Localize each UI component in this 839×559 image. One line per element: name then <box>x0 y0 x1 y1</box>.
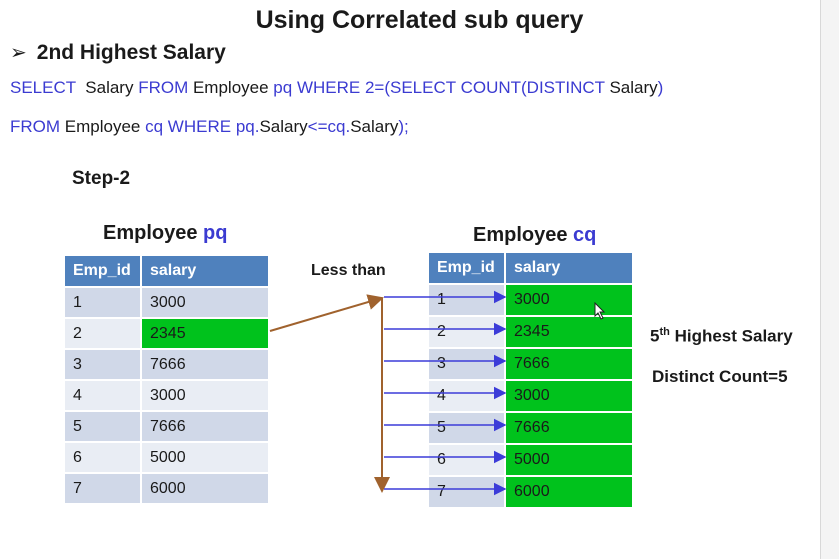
salary-cell: 2345 <box>506 315 632 347</box>
salary-cell: 6000 <box>506 475 632 507</box>
sql-line-2-token: ); <box>398 117 409 136</box>
sql-line-1-token: Salary <box>75 78 139 97</box>
cq_table-header-emp-id: Emp_id <box>429 253 506 283</box>
sql-line-2-token: WHERE <box>167 117 232 136</box>
salary-cell: 5000 <box>506 443 632 475</box>
table-row: 6 5000 <box>65 441 268 472</box>
table-row: 7 6000 <box>429 475 632 507</box>
salary-cell: 7666 <box>142 348 268 379</box>
sql-line-1-token: SELECT <box>10 78 76 97</box>
table-row: 2 2345 <box>65 317 268 348</box>
salary-cell: 3000 <box>142 379 268 410</box>
sql-line-1-token: WHERE <box>296 78 361 97</box>
sql-line-2: FROM Employee cq WHERE pq.Salary<=cq.Sal… <box>10 117 409 137</box>
mouse-cursor-icon <box>594 302 606 320</box>
distinct-count-note: Distinct Count=5 <box>652 367 788 386</box>
salary-cell: 3000 <box>506 379 632 411</box>
pq-table-title: Employee pq <box>103 222 227 245</box>
emp-id-cell: 3 <box>65 348 142 379</box>
bullet-arrow-icon: ➢ <box>10 42 27 64</box>
highest-salary-number: 5 <box>650 326 660 346</box>
salary-cell: 6000 <box>142 472 268 503</box>
slide-title: Using Correlated sub query <box>255 6 584 34</box>
less-than-label: Less than <box>311 262 386 279</box>
pq-table: Emp_id salary 1 3000 2 2345 3 7666 4 3000 5 7666 6 5… <box>65 256 268 503</box>
sql-line-1-token: FROM <box>138 78 189 97</box>
table-row: 1 3000 <box>429 283 632 315</box>
salary-cell: 3000 <box>142 286 268 317</box>
sql-line-1: SELECT Salary FROM Employee pq WHERE 2=(… <box>10 78 663 98</box>
salary-cell: 7666 <box>506 411 632 443</box>
salary-cell: 5000 <box>142 441 268 472</box>
bullet-heading-text: 2nd Highest Salary <box>36 40 226 64</box>
sql-line-2-token: Salary <box>350 117 399 136</box>
sql-line-2-token: cq <box>145 117 164 136</box>
cq-table-title-alias: cq <box>573 224 597 246</box>
emp-id-cell: 4 <box>429 379 506 411</box>
pq_table-header-salary: salary <box>142 256 268 286</box>
pq-header-row: Emp_id salary <box>65 256 268 286</box>
cq-table: Emp_id salary 1 3000 2 2345 3 7666 4 3000 5 7666 6 5… <box>429 253 632 507</box>
table-row: 3 7666 <box>65 348 268 379</box>
sql-line-2-token: Salary <box>259 117 308 136</box>
sql-line-1-token: pq <box>273 78 293 97</box>
emp-id-cell: 5 <box>65 410 142 441</box>
pq-table-title-alias: pq <box>203 222 228 244</box>
step-label: Step-2 <box>72 168 131 189</box>
emp-id-cell: 4 <box>65 379 142 410</box>
emp-id-cell: 6 <box>65 441 142 472</box>
cq-table-title-prefix: Employee <box>473 224 574 246</box>
sql-line-2-token: <=cq. <box>307 117 351 136</box>
salary-cell: 3000 <box>506 283 632 315</box>
highest-salary-note: 5th Highest Salary <box>650 326 793 347</box>
cq-table-title: Employee cq <box>473 224 596 247</box>
table-row: 1 3000 <box>65 286 268 317</box>
emp-id-cell: 1 <box>429 283 506 315</box>
table-row: 3 7666 <box>429 347 632 379</box>
window-right-edge <box>820 0 839 559</box>
cq_table-header-salary: salary <box>506 253 632 283</box>
sql-line-1-token: Salary <box>604 78 658 97</box>
sql-line-1-token: COUNT(DISTINCT <box>460 78 605 97</box>
sql-line-2-token: pq. <box>235 117 260 136</box>
table-row: 5 7666 <box>65 410 268 441</box>
sql-line-2-token: Employee <box>60 117 146 136</box>
sql-line-2-token: FROM <box>10 117 61 136</box>
table-row: 4 3000 <box>429 379 632 411</box>
salary-cell: 2345 <box>142 317 268 348</box>
sql-line-1-token: 2=(SELECT <box>364 78 456 97</box>
pq-to-cq-connector <box>269 294 384 332</box>
pq-table-title-prefix: Employee <box>103 222 204 244</box>
emp-id-cell: 7 <box>429 475 506 507</box>
emp-id-cell: 3 <box>429 347 506 379</box>
highest-salary-suffix: th <box>659 326 670 338</box>
pq_table-header-emp-id: Emp_id <box>65 256 142 286</box>
sql-line-1-token: Employee <box>188 78 274 97</box>
table-row: 7 6000 <box>65 472 268 503</box>
emp-id-cell: 2 <box>65 317 142 348</box>
emp-id-cell: 6 <box>429 443 506 475</box>
salary-cell: 7666 <box>506 347 632 379</box>
highest-salary-text: Highest Salary <box>669 326 793 346</box>
sql-line-1-token: ) <box>657 78 664 97</box>
table-row: 4 3000 <box>65 379 268 410</box>
emp-id-cell: 7 <box>65 472 142 503</box>
cq-header-row: Emp_id salary <box>429 253 632 283</box>
table-row: 6 5000 <box>429 443 632 475</box>
salary-cell: 7666 <box>142 410 268 441</box>
bullet-heading: ➢ 2nd Highest Salary <box>10 40 226 65</box>
emp-id-cell: 1 <box>65 286 142 317</box>
